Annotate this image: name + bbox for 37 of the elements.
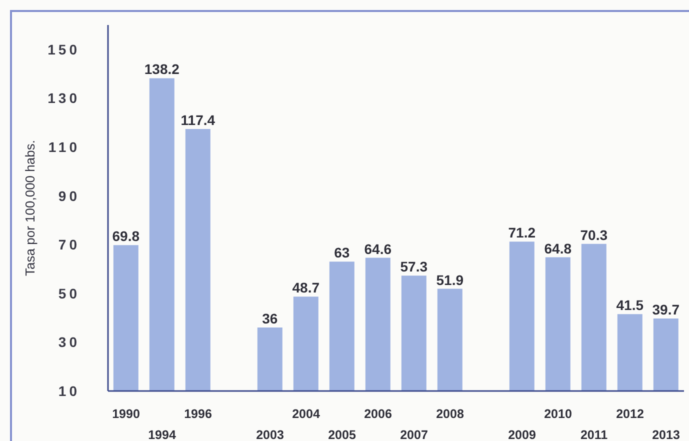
data-label: 117.4 (180, 112, 216, 128)
data-label: 64.8 (544, 240, 572, 256)
x-tick-label: 2009 (508, 428, 536, 441)
data-label: 64.6 (364, 240, 392, 257)
x-tick-label: 1994 (148, 428, 176, 441)
y-tick-label: 90 (58, 188, 80, 204)
data-label: 39.7 (652, 302, 680, 318)
x-tick-label: 2011 (580, 428, 608, 441)
data-label: 51.9 (436, 272, 464, 288)
data-label: 48.7 (292, 280, 320, 296)
y-tick-label: 10 (58, 383, 80, 399)
y-tick-label: 130 (48, 90, 80, 106)
x-tick-label: 1990 (112, 407, 140, 421)
x-tick-label: 2005 (328, 428, 356, 441)
data-label: 36 (262, 310, 278, 327)
y-tick-label: 110 (48, 139, 80, 155)
x-tick-label: 2007 (400, 428, 428, 441)
data-label: 71.2 (508, 224, 536, 241)
x-tick-label: 2004 (292, 407, 320, 421)
y-tick-label: 70 (58, 236, 80, 253)
y-tick-label: 150 (48, 41, 80, 58)
data-label: 57.3 (400, 258, 428, 275)
x-tick-label: 2012 (616, 407, 644, 421)
data-label: 41.5 (616, 297, 644, 314)
x-tick-label: 2010 (544, 407, 572, 421)
x-tick-label: 2013 (652, 428, 680, 441)
x-tick-label: 2008 (436, 407, 464, 421)
data-label: 70.3 (580, 226, 608, 243)
x-tick-label: 2003 (256, 428, 284, 441)
data-label: 69.8 (112, 228, 140, 244)
data-label: 138.2 (144, 61, 180, 78)
x-tick-label: 2006 (364, 407, 392, 421)
data-label: 63 (334, 244, 350, 261)
x-tick-label: 1996 (184, 407, 212, 421)
y-axis-title: Tasa por 100,000 habs. (22, 140, 38, 276)
y-tick-label: 30 (58, 334, 80, 350)
y-tick-label: 50 (58, 285, 80, 302)
